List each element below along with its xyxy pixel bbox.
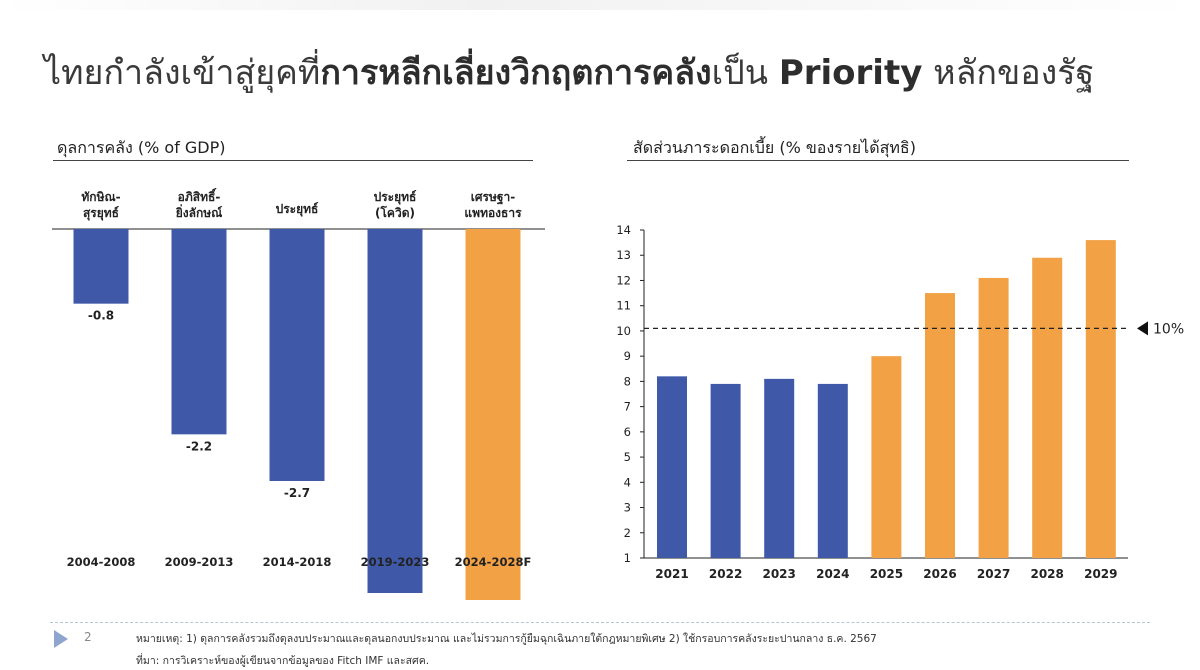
interest-bar bbox=[710, 383, 741, 558]
y-tick-label: 5 bbox=[624, 450, 631, 464]
title-emphasis-priority: Priority bbox=[778, 53, 923, 93]
year-label: 2025 bbox=[870, 567, 903, 581]
fiscal-balance-chart: -0.8 2004-2008 ทักษิณ- สุรยุทธ์ -2.2 2009-201… bbox=[52, 188, 545, 600]
interest-bar bbox=[1032, 257, 1063, 558]
fiscal-bar bbox=[269, 229, 325, 481]
fiscal-value-label: -2.2 bbox=[186, 439, 212, 453]
footer-divider bbox=[50, 622, 1150, 623]
interest-bar bbox=[764, 378, 795, 558]
top-decoration-bar bbox=[0, 0, 1200, 10]
year-label: 2029 bbox=[1084, 567, 1117, 581]
y-tick-label: 12 bbox=[616, 273, 631, 287]
y-tick-label: 4 bbox=[624, 475, 631, 489]
government-label: สุรยุทธ์ bbox=[83, 206, 119, 221]
government-label: ทักษิณ- bbox=[81, 190, 120, 204]
y-tick-label: 10 bbox=[616, 324, 631, 338]
y-tick-label: 11 bbox=[616, 299, 631, 313]
government-label: ยิ่งลักษณ์ bbox=[176, 204, 223, 220]
government-label: (โควิด) bbox=[375, 205, 415, 220]
interest-bar bbox=[817, 383, 848, 558]
fiscal-period-label: 2009-2013 bbox=[165, 555, 234, 569]
fiscal-value-label: -3.9 bbox=[382, 598, 408, 600]
fiscal-bar bbox=[171, 229, 227, 435]
year-label: 2023 bbox=[762, 567, 795, 581]
title-part-3: หลักของรัฐ bbox=[922, 53, 1095, 93]
y-tick-label: 9 bbox=[624, 349, 631, 363]
title-part-1: ไทยกำลังเข้าสู่ยุคที่ bbox=[44, 53, 321, 93]
fiscal-value-label: -0.8 bbox=[88, 309, 114, 323]
government-label: ประยุทธ์ bbox=[374, 190, 417, 205]
fiscal-bar bbox=[367, 229, 423, 593]
y-tick-label: 7 bbox=[624, 400, 631, 414]
fiscal-period-label: 2019-2023 bbox=[361, 555, 430, 569]
year-label: 2028 bbox=[1030, 567, 1063, 581]
interest-bar bbox=[925, 293, 955, 558]
interest-burden-chart-title: สัดส่วนภาระดอกเบี้ย (% ของรายได้สุทธิ) bbox=[633, 138, 916, 157]
fiscal-bar bbox=[73, 229, 129, 304]
government-label: แพทองธาร bbox=[464, 206, 522, 220]
year-label: 2024 bbox=[816, 567, 849, 581]
fiscal-period-label: 2004-2008 bbox=[67, 555, 136, 569]
interest-bar bbox=[978, 277, 1009, 558]
page-number: 2 bbox=[84, 630, 92, 644]
y-tick-label: 6 bbox=[624, 425, 631, 439]
government-label: เศรษฐา- bbox=[471, 190, 515, 205]
title-part-2: เป็น bbox=[711, 53, 779, 93]
footnote-remark: หมายเหตุ: 1) ดุลการคลังรวมถึงดุลงบประมาณ… bbox=[136, 633, 877, 645]
year-label: 2022 bbox=[709, 567, 742, 581]
fiscal-balance-title-rule bbox=[53, 160, 533, 161]
y-tick-label: 3 bbox=[624, 501, 631, 515]
interest-bar bbox=[871, 356, 902, 558]
footer-triangle-icon bbox=[54, 630, 68, 648]
fiscal-bar bbox=[465, 229, 521, 600]
fiscal-value-label: -2.7 bbox=[284, 486, 310, 500]
government-label: อภิสิทธิ์- bbox=[178, 188, 221, 204]
y-tick-label: 14 bbox=[616, 223, 631, 237]
fiscal-period-label: 2024-2028F bbox=[455, 555, 532, 569]
fiscal-period-label: 2014-2018 bbox=[263, 555, 332, 569]
year-label: 2021 bbox=[655, 567, 688, 581]
year-label: 2027 bbox=[977, 567, 1010, 581]
threshold-arrow-icon bbox=[1137, 321, 1148, 336]
fiscal-balance-chart-title: ดุลการคลัง (% of GDP) bbox=[57, 138, 226, 157]
interest-bar bbox=[1085, 240, 1116, 559]
y-tick-label: 13 bbox=[616, 248, 631, 262]
footnote-source: ที่มา: การวิเคราะห์ของผู้เขียนจากข้อมูลข… bbox=[136, 655, 430, 667]
year-label: 2026 bbox=[923, 567, 956, 581]
interest-burden-title-rule bbox=[627, 160, 1129, 161]
y-tick-label: 1 bbox=[624, 551, 631, 565]
threshold-label: 10% bbox=[1153, 321, 1184, 337]
title-emphasis: การหลีกเลี่ยงวิกฤตการคลัง bbox=[320, 53, 712, 93]
y-tick-label: 8 bbox=[624, 374, 631, 388]
interest-bar bbox=[657, 376, 687, 558]
y-tick-label: 2 bbox=[624, 526, 631, 540]
slide-title: ไทยกำลังเข้าสู่ยุคที่การหลีกเลี่ยงวิกฤตก… bbox=[44, 44, 1184, 102]
government-label: ประยุทธ์ bbox=[276, 202, 319, 217]
